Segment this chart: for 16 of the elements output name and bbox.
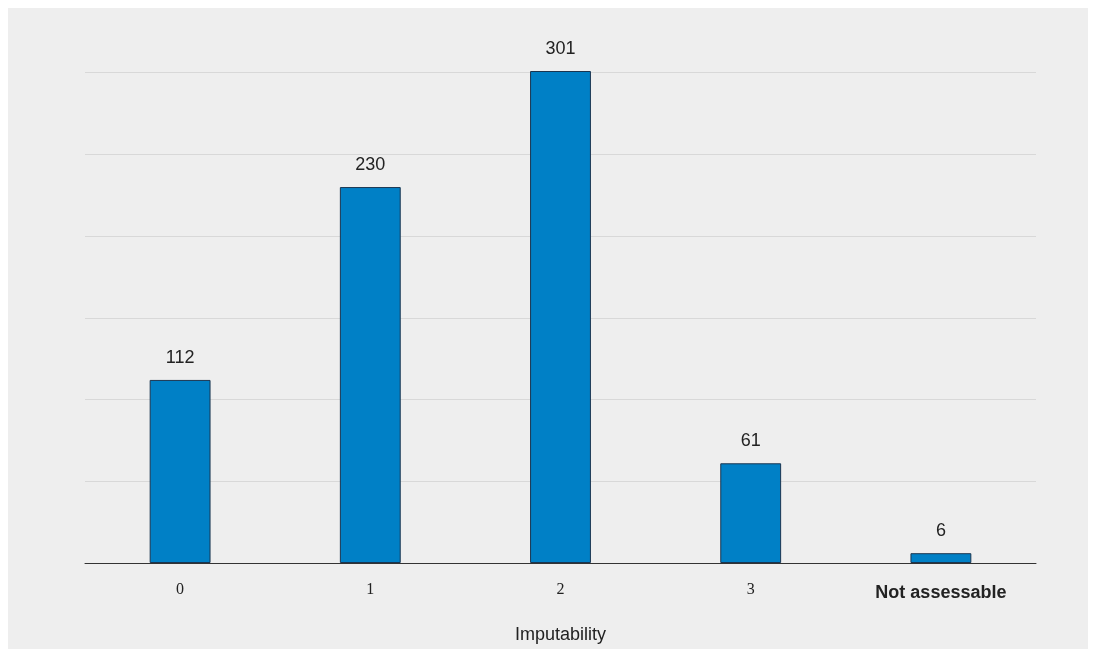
- data-label: 230: [355, 154, 386, 175]
- data-label: 112: [165, 346, 195, 367]
- bar: [339, 187, 401, 563]
- bar: [149, 379, 211, 563]
- data-label: 301: [545, 38, 576, 58]
- x-tick-label: Not assessable: [875, 582, 1007, 602]
- bar: [910, 553, 972, 563]
- x-tick-label: 3: [746, 579, 755, 597]
- data-label: 6: [935, 520, 946, 541]
- bar: [530, 71, 591, 563]
- x-tick-label: 0: [176, 579, 185, 597]
- data-label: 61: [740, 430, 761, 451]
- x-tick-label: 2: [556, 579, 565, 597]
- x-tick-label: 1: [366, 579, 375, 597]
- x-axis-title: Imputability: [514, 624, 607, 644]
- bar: [720, 463, 782, 563]
